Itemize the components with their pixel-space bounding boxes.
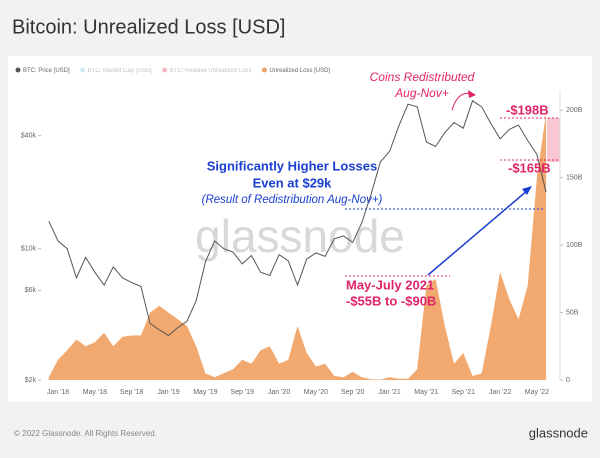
legend-swatch — [80, 67, 86, 73]
y-tick-label: $2k — [25, 377, 37, 384]
highlight — [547, 118, 560, 162]
legend-label: BTC: Market Cap [USD] — [88, 68, 152, 74]
annotation: Coins Redistributed — [370, 70, 475, 84]
x-tick-label: Sep '21 — [451, 389, 475, 396]
legend-swatch — [162, 67, 168, 73]
x-tick-label: May '19 — [193, 389, 217, 396]
x-tick-label: Jan '18 — [47, 389, 69, 396]
y-tick-label: $10k — [21, 246, 37, 253]
legend-swatch — [261, 67, 267, 73]
annotation: -$198B — [506, 102, 549, 117]
y2-tick-label: 50B — [566, 309, 579, 316]
legend-label: BTC: Relative Unrealized Loss — [170, 68, 252, 74]
legend-label: Unrealized Loss [USD] — [269, 68, 330, 74]
brand: glassnode — [529, 425, 588, 440]
annotation: -$165B — [508, 160, 551, 175]
x-tick-label: May '21 — [414, 389, 438, 396]
annotation: Even at $29k — [253, 175, 333, 190]
annotations — [345, 90, 560, 277]
y2-tick-label: 0 — [566, 377, 570, 384]
plot: BTC: Price [USD] BTC: Market Cap [USD] BTC… — [15, 67, 583, 396]
x-tick-label: Sep '18 — [120, 389, 144, 396]
annotation: May-July 2021 — [346, 277, 434, 292]
y-tick-label: $6k — [25, 287, 37, 294]
annotation: Significantly Higher Losses — [207, 158, 378, 173]
x-tick-label: Jan '22 — [489, 389, 511, 396]
legend-label: BTC: Price [USD] — [23, 68, 70, 74]
arrow-head — [468, 90, 476, 98]
arrow-head — [522, 186, 532, 195]
annotation: Aug-Nov+ — [394, 86, 449, 100]
footer: © 2022 Glassnode. All Rights Reserved. — [14, 429, 157, 438]
x-tick-label: Sep '19 — [230, 389, 254, 396]
x-tick-label: May '18 — [83, 389, 107, 396]
x-tick-label: Jan '20 — [268, 389, 290, 396]
annotation: -$55B to -$90B — [346, 293, 436, 308]
watermark: glassnode — [195, 210, 405, 262]
annotation: (Result of Redistribution Aug-Nov+) — [202, 194, 383, 206]
chart-title: Bitcoin: Unrealized Loss [USD] — [12, 16, 285, 38]
arrow — [427, 189, 529, 276]
area — [48, 112, 547, 381]
y2-tick-label: 100B — [566, 242, 583, 249]
line — [48, 100, 547, 337]
legend-swatch — [15, 67, 21, 73]
y2-tick-label: 150B — [566, 175, 583, 182]
x-tick-label: May '20 — [304, 389, 328, 396]
y-tick-label: $40k — [21, 132, 37, 139]
x-tick-label: Jan '19 — [157, 389, 179, 396]
x-tick-label: Sep '20 — [341, 389, 365, 396]
x-tick-label: Jan '21 — [378, 389, 400, 396]
y2-tick-label: 200B — [566, 107, 583, 114]
x-tick-label: May '22 — [525, 389, 549, 396]
